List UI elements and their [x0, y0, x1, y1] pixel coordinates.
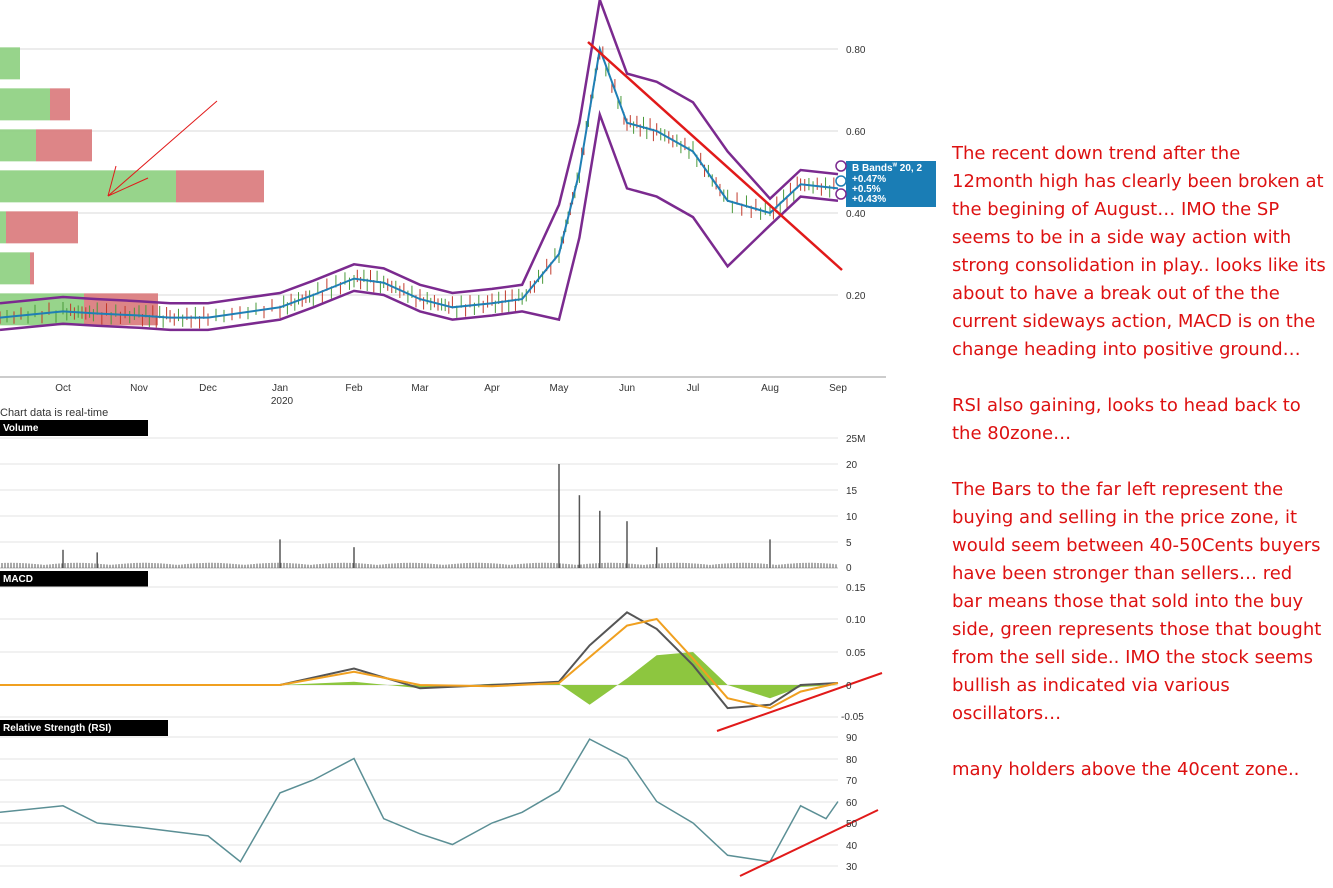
- macd-histogram: [0, 652, 838, 705]
- x-tick-jul: Jul: [687, 383, 700, 394]
- realtime-footnote: Chart data is real-time: [0, 407, 108, 419]
- rsi-panel: Relative Strength (RSI) 90 80 70 60 50 4…: [0, 720, 879, 877]
- volume-y-tick: 0: [846, 563, 852, 574]
- vbp-buy-bar: [0, 211, 6, 244]
- vbp-buy-bar: [0, 47, 20, 80]
- x-tick-nov: Nov: [130, 383, 148, 394]
- macd-y-tick: 0.05: [846, 648, 866, 659]
- lower-band-marker: [835, 188, 847, 200]
- volume-by-price-bars: [0, 47, 264, 326]
- macd-signal-line: [0, 617, 839, 710]
- vbp-buy-bar: [0, 129, 36, 162]
- macd-y-tick: 0.15: [846, 583, 866, 594]
- annotation-text: The recent down trend after the 12month …: [952, 140, 1327, 812]
- bollinger-lower-band: [0, 109, 839, 332]
- volume-panel: Volume 25M 20 15 10 5 0: [0, 420, 865, 574]
- rsi-title: Relative Strength (RSI): [3, 723, 111, 734]
- bollinger-middle-band: [0, 45, 839, 319]
- x-tick-oct: Oct: [55, 383, 71, 394]
- volume-gridlines: [0, 437, 838, 569]
- macd-y-ticks: 0.15 0.10 0.05 0 -0.05: [841, 583, 866, 723]
- volume-y-tick: 15: [846, 486, 858, 497]
- bollinger-upper-band: [0, 0, 839, 305]
- macd-y-tick: 0: [846, 681, 852, 692]
- price-y-tick: 0.20: [846, 291, 866, 302]
- price-downtrend-line: [587, 41, 843, 271]
- volume-bars: [1, 464, 837, 568]
- x-tick-jun: Jun: [619, 383, 635, 394]
- bollinger-upper-readout: +0.47%: [852, 174, 886, 185]
- annotation-paragraph: RSI also gaining, looks to head back to …: [952, 395, 1301, 444]
- x-tick-jan: Jan: [272, 383, 288, 394]
- x-tick-year: 2020: [271, 396, 294, 407]
- rsi-y-tick: 30: [846, 862, 858, 873]
- upper-band-marker: [835, 160, 847, 172]
- vbp-buy-bar: [0, 252, 30, 285]
- volume-y-tick: 20: [846, 460, 858, 471]
- macd-y-tick: -0.05: [841, 712, 864, 723]
- volume-y-ticks: 25M 20 15 10 5 0: [846, 434, 865, 574]
- vbp-sell-bar: [30, 252, 34, 285]
- rsi-y-tick: 80: [846, 755, 858, 766]
- macd-title: MACD: [3, 574, 33, 585]
- rsi-y-tick: 70: [846, 776, 858, 787]
- vbp-sell-bar: [36, 129, 92, 162]
- macd-gridlines: [0, 586, 838, 718]
- volume-title-bar: [0, 420, 148, 436]
- volume-y-tick: 10: [846, 512, 858, 523]
- macd-trendline: [716, 672, 883, 732]
- rsi-y-tick: 50: [846, 819, 858, 830]
- x-tick-feb: Feb: [345, 383, 363, 394]
- vbp-buy-bar: [0, 88, 50, 121]
- volume-title: Volume: [3, 423, 39, 434]
- x-tick-aug: Aug: [761, 383, 779, 394]
- rsi-trendline: [739, 809, 879, 877]
- price-y-tick: 0.80: [846, 45, 866, 56]
- annotation-paragraph: many holders above the 40cent zone..: [952, 759, 1300, 780]
- macd-panel: MACD 0.15 0.10 0.05 0 -0.05: [0, 571, 883, 732]
- macd-y-tick: 0.10: [846, 615, 866, 626]
- rsi-y-ticks: 90 80 70 60 50 40 30: [846, 733, 858, 873]
- price-y-tick: 0.40: [846, 209, 866, 220]
- macd-title-bar: [0, 571, 148, 587]
- macd-line: [0, 611, 839, 710]
- volume-y-tick: 25M: [846, 434, 865, 445]
- rsi-title-bar: [0, 720, 168, 736]
- price-panel: 0.80 0.60 0.40 0.20 Oct Nov Dec Jan 2020…: [0, 0, 936, 419]
- rsi-y-tick: 40: [846, 841, 858, 852]
- price-y-ticks: 0.80 0.60 0.40 0.20: [846, 45, 866, 302]
- vbp-sell-bar: [176, 170, 264, 203]
- bollinger-lower-readout: +0.43%: [852, 194, 886, 205]
- vbp-sell-bar: [6, 211, 78, 244]
- annotation-paragraph: The recent down trend after the 12month …: [952, 143, 1326, 360]
- stock-chart: 0.80 0.60 0.40 0.20 Oct Nov Dec Jan 2020…: [0, 0, 936, 877]
- volume-y-tick: 5: [846, 538, 852, 549]
- x-tick-apr: Apr: [484, 383, 500, 394]
- price-x-ticks: Oct Nov Dec Jan 2020 Feb Mar Apr May Jun…: [55, 383, 847, 407]
- x-tick-may: May: [550, 383, 569, 394]
- bollinger-label: B Bandsᵂ 20, 2: [852, 163, 922, 174]
- rsi-gridlines: [0, 736, 838, 867]
- annotation-paragraph: The Bars to the far left represent the b…: [952, 479, 1322, 724]
- vbp-sell-bar: [50, 88, 70, 121]
- rsi-line: [0, 738, 839, 863]
- x-tick-sep: Sep: [829, 383, 847, 394]
- price-y-tick: 0.60: [846, 127, 866, 138]
- x-tick-mar: Mar: [411, 383, 429, 394]
- rsi-y-tick: 60: [846, 798, 858, 809]
- bollinger-middle-readout: +0.5%: [852, 184, 881, 195]
- annotation-arrow: [107, 100, 218, 197]
- rsi-y-tick: 90: [846, 733, 858, 744]
- bollinger-legend-box: [846, 161, 936, 207]
- bollinger-legend-tooltip: B Bandsᵂ 20, 2 +0.47% +0.5% +0.43%: [835, 160, 936, 207]
- vbp-buy-bar: [0, 170, 176, 203]
- x-tick-dec: Dec: [199, 383, 217, 394]
- middle-band-marker: [835, 175, 847, 187]
